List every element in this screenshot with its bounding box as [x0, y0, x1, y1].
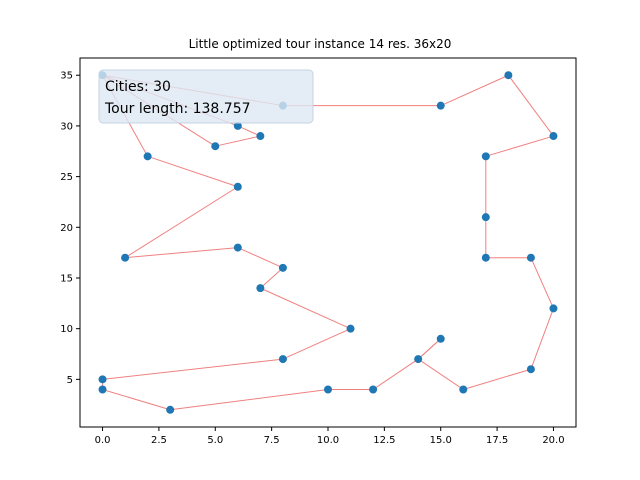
x-tick-label: 20.0: [542, 435, 564, 446]
tour-segment: [417, 358, 464, 390]
tour-segment: [260, 267, 284, 289]
city-point: [233, 121, 242, 130]
x-tick-label: 17.5: [486, 435, 508, 446]
tour-segment: [372, 358, 419, 390]
city-point: [143, 152, 152, 161]
city-point: [436, 334, 445, 343]
y-tick-label: 15: [60, 273, 73, 284]
city-point: [436, 101, 445, 110]
city-point: [459, 385, 468, 394]
city-point: [549, 304, 558, 313]
tour-segment: [417, 338, 442, 360]
info-box-background: [98, 69, 314, 124]
tour-segment: [530, 257, 554, 309]
city-point: [166, 405, 175, 414]
tour-segment: [485, 135, 554, 157]
city-point: [324, 385, 332, 394]
city-point: [481, 213, 490, 222]
chart-title: Little optimized tour instance 14 res. 3…: [189, 37, 452, 51]
x-tick-label: 7.5: [264, 435, 280, 446]
city-point: [549, 132, 558, 141]
x-tick-label: 2.5: [151, 435, 167, 446]
tour-segment: [147, 155, 238, 188]
tour-segment: [282, 328, 351, 360]
info-box: Cities: 30 Tour length: 138.757: [98, 69, 314, 124]
tour-segment: [237, 125, 261, 137]
y-tick-label: 20: [60, 223, 73, 234]
tour-route: [102, 74, 554, 411]
city-point: [121, 253, 130, 262]
city-point: [346, 324, 355, 333]
y-tick-label: 5: [67, 375, 73, 386]
x-axis-ticks: 0.0 2.5 5.0 7.5 10.0 12.5 15.0 17.5 20.0: [95, 427, 565, 446]
city-point: [98, 385, 107, 394]
tour-segment: [215, 135, 261, 147]
x-tick-label: 10.0: [317, 435, 339, 446]
y-tick-label: 10: [60, 324, 73, 335]
tour-segment: [530, 308, 554, 370]
city-point: [98, 375, 107, 384]
cities-count-text: Cities: 30: [105, 79, 171, 95]
x-tick-label: 15.0: [430, 435, 452, 446]
tour-segment: [125, 247, 238, 259]
city-point: [211, 142, 220, 151]
tour-segment: [463, 368, 532, 390]
tour-segment: [170, 388, 329, 411]
tour-segment: [124, 186, 239, 259]
y-tick-label: 30: [60, 121, 73, 132]
city-point: [414, 355, 423, 364]
city-point: [504, 71, 513, 80]
y-axis-ticks: 5 10 15 20 25 30 35: [60, 71, 80, 386]
tour-segment: [102, 358, 283, 380]
city-point: [481, 253, 490, 262]
city-point: [278, 355, 287, 364]
city-point: [526, 253, 535, 262]
tour-segment: [260, 287, 351, 330]
tour-segment: [237, 247, 284, 269]
y-tick-label: 35: [60, 71, 73, 82]
x-tick-label: 12.5: [373, 435, 395, 446]
city-point: [233, 243, 242, 252]
tour-segment: [440, 74, 509, 107]
city-point: [256, 284, 265, 293]
x-tick-label: 5.0: [207, 435, 223, 446]
city-point: [278, 263, 287, 272]
tour-segment: [507, 74, 554, 137]
city-point: [256, 132, 265, 141]
tour-length-text: Tour length: 138.757: [104, 101, 251, 117]
tour-segment: [102, 389, 171, 411]
y-tick-label: 25: [60, 172, 73, 183]
city-point: [233, 182, 242, 191]
x-tick-label: 0.0: [95, 435, 111, 446]
city-point: [526, 365, 535, 374]
city-point: [481, 152, 490, 161]
city-point: [369, 385, 378, 394]
